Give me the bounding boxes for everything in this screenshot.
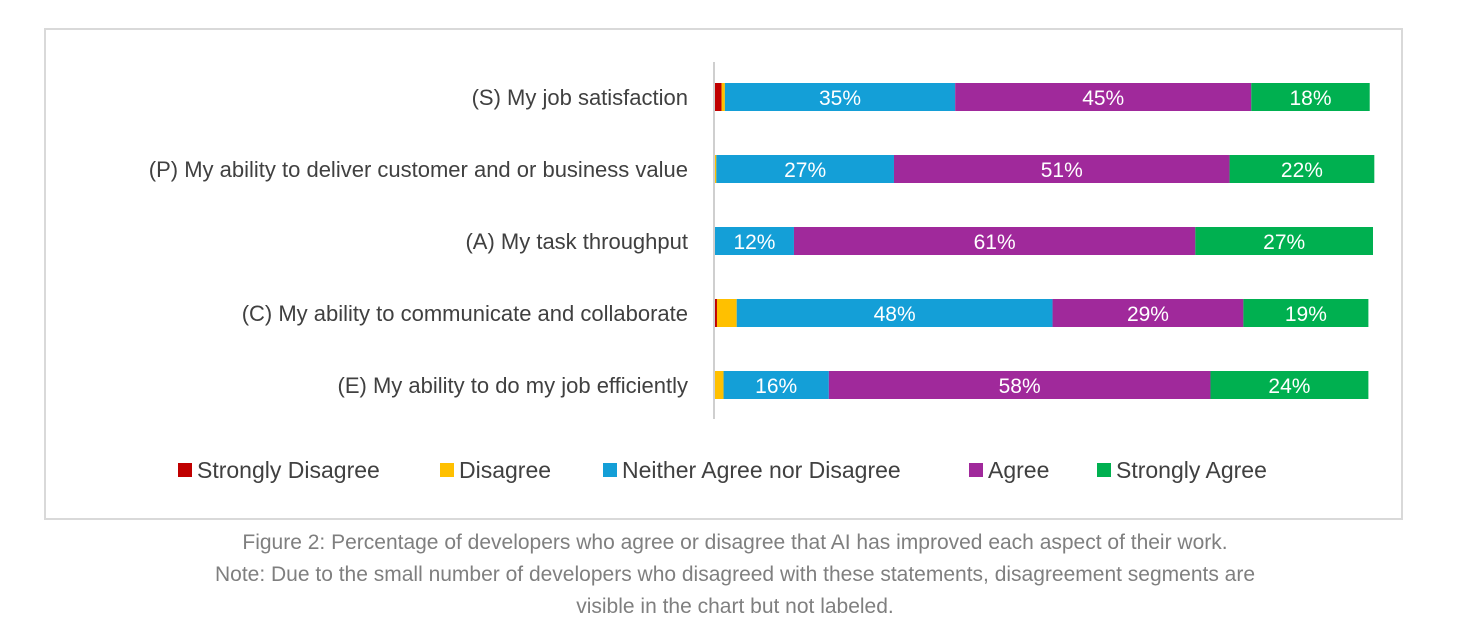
bar-segment-disagree-1: [721, 83, 725, 111]
data-label-agree-5: 58%: [999, 375, 1041, 398]
data-label-neither-agree-nor-disagree-5: 16%: [755, 375, 797, 398]
bar-segment-strongly-agree-4: [1243, 299, 1369, 327]
bar-segment-strongly-agree-2: [1229, 155, 1375, 183]
data-label-agree-3: 61%: [974, 231, 1016, 254]
bar-segment-agree-4: [1052, 299, 1244, 327]
legend-label-agree: Agree: [988, 457, 1049, 483]
data-label-agree-1: 45%: [1082, 87, 1124, 110]
bar-segment-strongly-disagree-4: [715, 299, 717, 327]
stacked-bar-chart: (S) My job satisfaction 35% 45% 18% (P) My a…: [149, 62, 1375, 483]
bar-segment-disagree-4: [716, 299, 737, 327]
bar-segment-disagree-5: [715, 371, 724, 399]
bar-segment-neither-agree-nor-disagree-3: [715, 227, 794, 255]
bar-segment-agree-5: [828, 371, 1211, 399]
data-label-strongly-agree-3: 27%: [1263, 231, 1305, 254]
figure-caption: Figure 2: Percentage of developers who a…: [0, 527, 1470, 623]
legend-label-neither-agree-nor-disagree: Neither Agree nor Disagree: [622, 457, 901, 483]
bar-segment-strongly-disagree-1: [715, 83, 722, 111]
bar-segment-neither-agree-nor-disagree-1: [724, 83, 956, 111]
legend-swatch-neither-agree-nor-disagree: [603, 463, 617, 477]
chart-frame: (S) My job satisfaction 35% 45% 18% (P) My a…: [44, 28, 1403, 520]
data-label-neither-agree-nor-disagree-3: 12%: [733, 231, 775, 254]
legend-swatch-strongly-agree: [1097, 463, 1111, 477]
data-label-agree-4: 29%: [1127, 303, 1169, 326]
legend-label-strongly-agree: Strongly Agree: [1116, 457, 1267, 483]
bar-segment-agree-3: [793, 227, 1196, 255]
bar-segment-strongly-agree-5: [1210, 371, 1369, 399]
data-label-strongly-agree-5: 24%: [1268, 375, 1310, 398]
category-label-2: (P) My ability to deliver customer and o…: [149, 157, 688, 182]
data-label-neither-agree-nor-disagree-1: 35%: [819, 87, 861, 110]
data-label-strongly-agree-2: 22%: [1281, 159, 1323, 182]
data-label-neither-agree-nor-disagree-4: 48%: [874, 303, 916, 326]
legend-swatch-disagree: [440, 463, 454, 477]
caption-line-3: visible in the chart but not labeled.: [576, 595, 894, 618]
bar-segment-agree-1: [955, 83, 1252, 111]
legend-swatch-agree: [969, 463, 983, 477]
category-label-1: (S) My job satisfaction: [472, 85, 688, 110]
legend-swatch-strongly-disagree: [178, 463, 192, 477]
bar-segment-neither-agree-nor-disagree-2: [716, 155, 894, 183]
category-label-5: (E) My ability to do my job efficiently: [338, 373, 689, 398]
category-label-3: (A) My task throughput: [465, 229, 688, 254]
data-label-strongly-agree-4: 19%: [1285, 303, 1327, 326]
data-label-strongly-agree-1: 18%: [1289, 87, 1331, 110]
bar-segment-neither-agree-nor-disagree-5: [723, 371, 829, 399]
bar-segment-agree-2: [893, 155, 1230, 183]
bar-segment-disagree-2: [715, 155, 717, 183]
data-label-neither-agree-nor-disagree-2: 27%: [784, 159, 826, 182]
legend-label-disagree: Disagree: [459, 457, 551, 483]
legend-label-strongly-disagree: Strongly Disagree: [197, 457, 380, 483]
bar-segment-strongly-agree-3: [1195, 227, 1373, 255]
data-label-agree-2: 51%: [1041, 159, 1083, 182]
caption-line-2: Note: Due to the small number of develop…: [214, 563, 1256, 586]
bar-segment-strongly-agree-1: [1251, 83, 1370, 111]
bar-segment-neither-agree-nor-disagree-4: [736, 299, 1053, 327]
caption-line-1: Figure 2: Percentage of developers who a…: [242, 531, 1228, 554]
category-label-4: (C) My ability to communicate and collab…: [242, 301, 688, 326]
